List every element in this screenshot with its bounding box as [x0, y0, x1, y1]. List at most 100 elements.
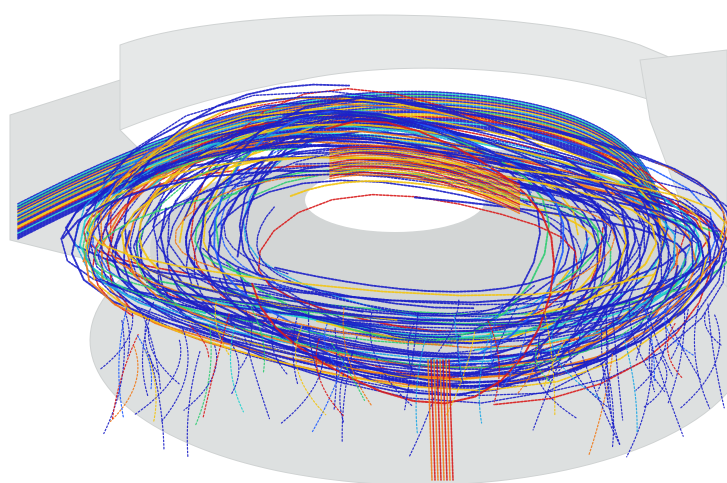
- streamline: [457, 335, 466, 390]
- streamline: [341, 336, 358, 442]
- streamline: [439, 359, 445, 481]
- streamline: [280, 352, 324, 424]
- streamline: [648, 326, 656, 393]
- streamline: [96, 99, 727, 359]
- streamline: [99, 313, 134, 370]
- streamline: [141, 313, 161, 390]
- streamline: [256, 206, 535, 317]
- streamline: [487, 320, 500, 403]
- streamline: [597, 356, 609, 403]
- streamline: [664, 314, 702, 381]
- streamline: [213, 109, 565, 354]
- streamline: [503, 329, 527, 386]
- streamline: [271, 315, 288, 375]
- streamline: [404, 312, 419, 411]
- streamline: [289, 180, 601, 295]
- streamline: [17, 92, 661, 209]
- streamline: [646, 307, 674, 377]
- streamline: [141, 315, 152, 397]
- streamline: [329, 145, 521, 186]
- streamline: [64, 155, 698, 304]
- streamline: [611, 308, 624, 421]
- streamline: [329, 150, 521, 191]
- streamline: [543, 338, 568, 389]
- streamline: [103, 320, 125, 435]
- streamline: [333, 327, 338, 411]
- streamline: [430, 359, 436, 481]
- streamline: [195, 323, 212, 426]
- streamline: [136, 154, 686, 369]
- streamline: [220, 135, 532, 292]
- streamline: [478, 333, 492, 424]
- streamline: [103, 95, 727, 331]
- streamline: [329, 147, 521, 188]
- streamline: [137, 335, 153, 391]
- streamline: [105, 111, 669, 345]
- streamline: [148, 354, 165, 452]
- streamline: [188, 325, 210, 360]
- streamline: [329, 158, 521, 199]
- streamline: [230, 343, 240, 396]
- streamline: [442, 359, 448, 481]
- streamline: [219, 157, 629, 317]
- streamline: [250, 307, 266, 374]
- streamline: [186, 351, 201, 458]
- streamline: [147, 327, 180, 385]
- streamline: [144, 301, 161, 377]
- streamline: [86, 156, 726, 297]
- streamline: [178, 139, 637, 333]
- streamline: [597, 330, 609, 392]
- streamline: [588, 354, 613, 457]
- streamline: [17, 93, 661, 211]
- streamline: [17, 94, 661, 212]
- outer-wall-top: [119, 14, 701, 131]
- streamline: [693, 305, 711, 409]
- streamline: [517, 349, 541, 394]
- streamline: [202, 313, 230, 419]
- streamline: [532, 348, 565, 431]
- streamline: [295, 326, 327, 416]
- streamline: [448, 359, 454, 481]
- streamline: [315, 338, 345, 417]
- streamline: [445, 359, 451, 481]
- streamline: [604, 358, 615, 448]
- streamline: [624, 340, 638, 434]
- streamline: [105, 196, 687, 326]
- streamline: [134, 339, 182, 415]
- streamline: [628, 301, 666, 393]
- streamline: [329, 163, 521, 204]
- streamline: [600, 329, 621, 445]
- streamline: [183, 112, 599, 331]
- streamline: [431, 299, 460, 361]
- streamline: [307, 301, 321, 380]
- streamline: [582, 356, 621, 446]
- streamline: [669, 308, 689, 361]
- streamline: [329, 169, 521, 210]
- streamline: [111, 334, 139, 420]
- streamline: [369, 312, 414, 408]
- streamline: [292, 317, 299, 386]
- streamline: [85, 143, 725, 344]
- streamline: [626, 348, 653, 458]
- streamline: [84, 108, 710, 392]
- streamline: [407, 322, 415, 377]
- streamline: [329, 172, 521, 213]
- streamline: [87, 133, 600, 375]
- streamline: [243, 334, 270, 420]
- streamline: [568, 339, 612, 410]
- streamline: [272, 180, 608, 293]
- streamline: [331, 342, 366, 401]
- streamline: [123, 229, 679, 388]
- streamline: [219, 212, 583, 355]
- streamline: [208, 162, 604, 310]
- streamline: [667, 308, 686, 406]
- streamline: [605, 310, 614, 429]
- streamline: [490, 304, 504, 368]
- streamline: [704, 312, 722, 346]
- streamline: [491, 303, 520, 367]
- streamline: [537, 332, 556, 374]
- streamline: [109, 345, 139, 423]
- streamline: [61, 169, 711, 321]
- streamline: [329, 174, 521, 215]
